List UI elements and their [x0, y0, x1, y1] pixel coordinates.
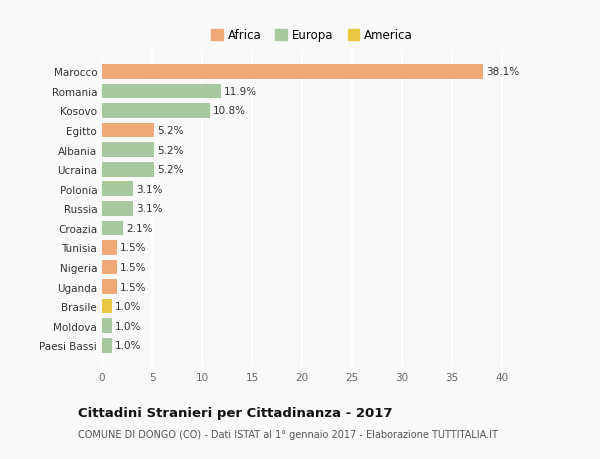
Text: 1.5%: 1.5% [120, 263, 146, 272]
Bar [102, 182, 133, 196]
Bar [102, 162, 154, 177]
Text: 1.0%: 1.0% [115, 321, 142, 331]
Bar [102, 123, 154, 138]
Bar [102, 221, 123, 235]
Bar [102, 299, 112, 314]
Text: 5.2%: 5.2% [157, 165, 184, 175]
Bar [102, 202, 133, 216]
Text: 3.1%: 3.1% [136, 185, 163, 194]
Text: 5.2%: 5.2% [157, 126, 184, 136]
Text: 5.2%: 5.2% [157, 146, 184, 155]
Text: COMUNE DI DONGO (CO) - Dati ISTAT al 1° gennaio 2017 - Elaborazione TUTTITALIA.I: COMUNE DI DONGO (CO) - Dati ISTAT al 1° … [78, 429, 498, 439]
Text: 2.1%: 2.1% [126, 224, 152, 233]
Bar [102, 65, 483, 79]
Text: 1.5%: 1.5% [120, 282, 146, 292]
Bar [102, 260, 117, 275]
Bar [102, 280, 117, 294]
Bar [102, 84, 221, 99]
Text: Cittadini Stranieri per Cittadinanza - 2017: Cittadini Stranieri per Cittadinanza - 2… [78, 406, 392, 419]
Text: 11.9%: 11.9% [224, 87, 257, 97]
Bar [102, 338, 112, 353]
Bar [102, 241, 117, 255]
Text: 1.0%: 1.0% [115, 302, 142, 312]
Text: 1.0%: 1.0% [115, 341, 142, 351]
Text: 3.1%: 3.1% [136, 204, 163, 214]
Legend: Africa, Europa, America: Africa, Europa, America [206, 25, 418, 47]
Text: 1.5%: 1.5% [120, 243, 146, 253]
Text: 10.8%: 10.8% [213, 106, 246, 116]
Bar [102, 319, 112, 333]
Bar [102, 104, 210, 118]
Text: 38.1%: 38.1% [486, 67, 519, 77]
Bar [102, 143, 154, 157]
